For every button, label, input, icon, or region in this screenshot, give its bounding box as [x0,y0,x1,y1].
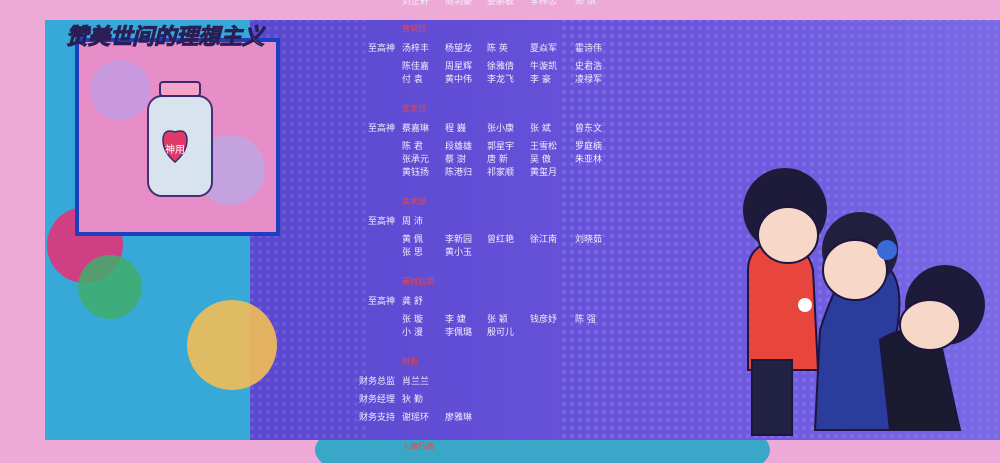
credit-name: 霍诗伟 [575,42,602,54]
credit-name: 黄钰扬 [402,166,429,178]
credit-name: 肖兰兰 [402,375,429,387]
credit-name: 谢瑶环 [402,411,429,423]
credit-name: 李 婕 [445,313,466,325]
credit-name: 周玥豪 [445,0,472,7]
credit-name: 陈 君 [402,140,423,152]
role: 财务经理 [359,393,395,405]
credit-name: 曾红艳 [487,233,514,245]
credit-name: 夏焱军 [530,43,557,54]
credit-name: 张 璇 [402,313,423,325]
credit-name: 张 斌 [530,122,551,134]
credit-name: 罗庭楠 [575,140,602,152]
credit-name: 段雄雄 [445,140,472,152]
credit-name: 李龙飞 [487,73,514,85]
credit-name: 朱亚林 [575,153,602,165]
credit-name: 黄 佩 [402,233,423,245]
credit-name: 钱彦妤 [530,313,557,325]
credit-name: 黄玺月 [530,166,557,178]
credit-name: 张 思 [402,247,423,258]
credit-name: 龚 舒 [402,295,423,307]
circle [78,255,142,319]
section-header: 财务 [402,356,418,366]
credit-name: 付 袁 [402,73,423,85]
section-header: 素材后期 [402,276,434,286]
credit-name: 小 漫 [402,326,423,338]
credit-name: 陈佳嘉 [402,60,429,72]
credit-name: 姜鹏敏 [487,0,514,7]
credit-name: 张小康 [487,122,514,134]
section-header: 宣发部 [402,103,426,113]
credit-name: 周 沛 [402,215,423,227]
credit-name: 陈港归 [445,166,472,178]
role: 至高神 [368,215,395,227]
credit-name: 狄 勤 [402,393,423,405]
heart [162,130,188,163]
credit-name: 张承元 [402,154,429,165]
credit-name: 蔡 澍 [445,153,466,165]
credit-name: 廖雅琳 [445,411,472,423]
credit-name: 刘正轩 [402,0,429,7]
circle [187,300,277,390]
credit-name: 李梓忠 [530,0,557,7]
credit-name: 杨望龙 [445,42,472,54]
credit-name: 郭星宇 [487,140,514,152]
role: 至高神 [368,295,395,307]
credit-name: 李佩璐 [445,326,472,338]
title: 赞美世间的理想主义 [66,24,266,50]
credit-name: 蔡嘉琳 [402,122,429,134]
section-header: 营销部 [402,23,426,33]
credit-name: 殷可儿 [487,326,514,338]
role: 至高神 [368,42,395,54]
credit-name: 吴 傲 [530,153,551,165]
credit-name: 王雪松 [530,140,557,152]
section-header: 人事行政 [402,441,434,451]
credits: 刘正轩 周玥豪 姜鹏敏 李梓忠郑 琪营销部至高神 汤梓丰 杨望龙陈 英夏焱军 霍诗伟陈佳嘉周… [359,0,602,451]
credit-name: 唐 新 [487,153,508,165]
pill-label: 神用 [165,143,185,156]
credit-name: 徐江南 [530,233,557,245]
credit-name: 史君浩 [575,60,602,72]
credit-name: 程 巍 [445,123,466,134]
credit-name: 祁家顺 [487,166,514,178]
blob [90,60,150,120]
role: 至高神 [368,122,395,134]
credit-name: 牛漩凯 [530,60,557,72]
role: 财务总监 [359,375,395,387]
credit-name: 凌禄军 [575,73,602,85]
role: 财务支持 [359,411,395,423]
credit-name: 黄小玉 [445,246,472,258]
credit-name: 汤梓丰 [402,42,429,54]
bottle-cap [159,81,201,97]
credit-name: 陈 英 [487,42,508,54]
credit-name: 黄中伟 [445,73,472,85]
credit-name: 徐雅倩 [487,60,514,72]
credit-name: 张 颖 [487,313,508,325]
credit-name: 刘晓茹 [575,233,602,245]
section-header: 美术部 [402,196,426,206]
credit-name: 郑 琪 [575,0,596,7]
characters [743,168,985,436]
credit-name: 周星辉 [445,61,472,72]
credit-name: 陈 强 [575,313,596,325]
credit-name: 曾东文 [575,122,602,134]
credit-name: 李 豪 [530,73,551,85]
credit-name: 李新园 [445,233,472,245]
